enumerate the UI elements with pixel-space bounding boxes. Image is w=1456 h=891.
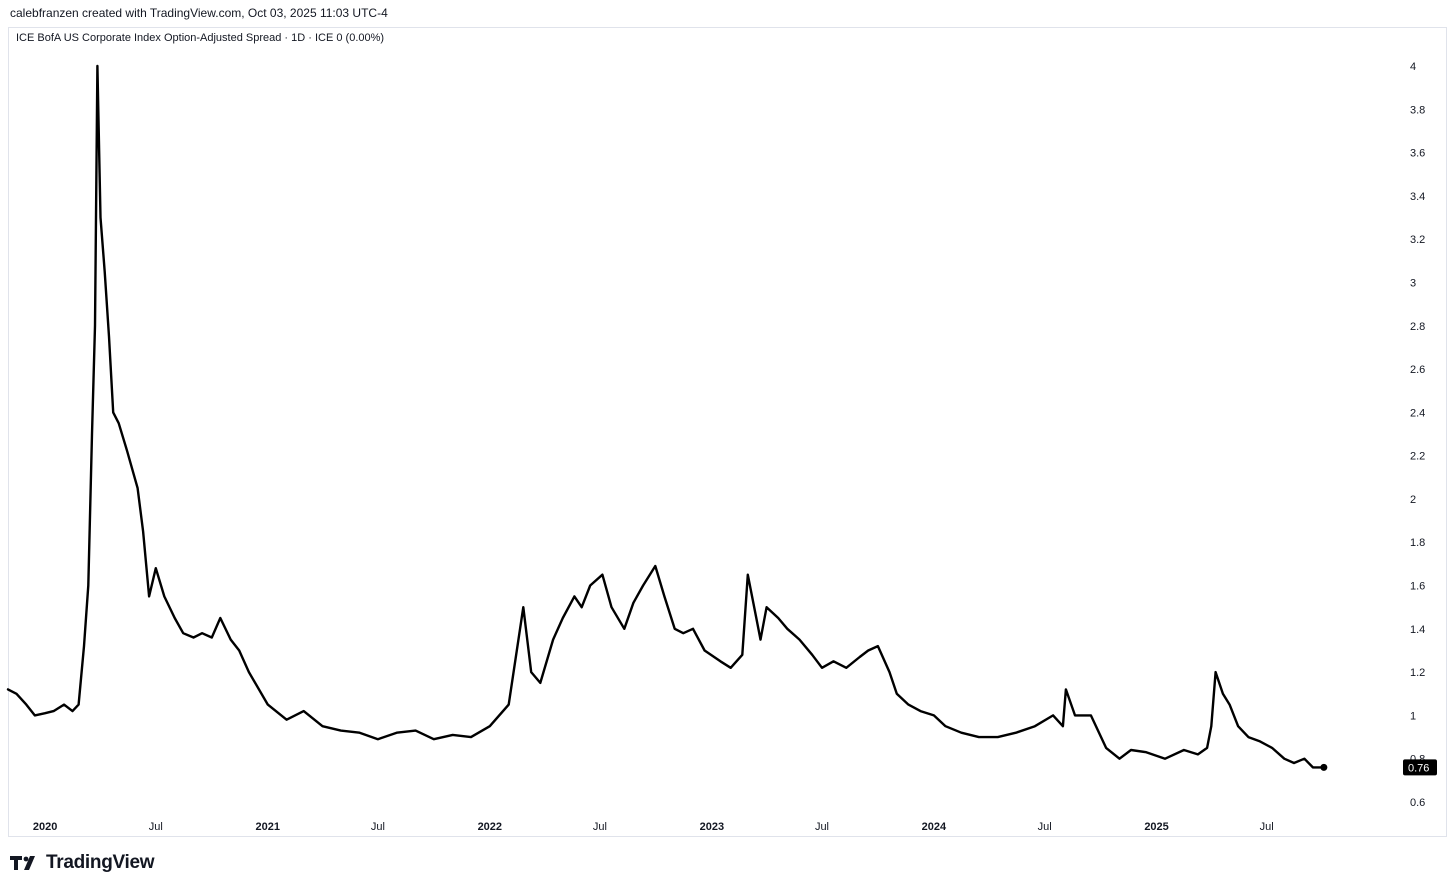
last-price-label[interactable]: 0.76	[1403, 759, 1437, 776]
y-tick-label: 1.6	[1410, 581, 1425, 593]
y-tick-label: 2.8	[1410, 321, 1425, 333]
y-tick-label: 2.2	[1410, 451, 1425, 463]
last-price-label-bg	[1403, 759, 1437, 776]
y-tick-label: 0.6	[1410, 797, 1425, 809]
x-tick-label: 2022	[478, 821, 502, 833]
x-tick-label: Jul	[371, 821, 385, 833]
x-tick-label: 2024	[922, 821, 947, 833]
x-tick-label: Jul	[149, 821, 163, 833]
y-axis[interactable]: 0.60.811.21.41.61.822.22.42.62.833.23.43…	[1410, 61, 1425, 809]
chart-frame[interactable]	[8, 27, 1447, 837]
chart-legend[interactable]: ICE BofA US Corporate Index Option-Adjus…	[16, 32, 385, 44]
y-tick-label: 3.4	[1410, 191, 1425, 203]
tradingview-logo-icon	[10, 856, 35, 870]
x-tick-label: Jul	[1038, 821, 1052, 833]
last-point-marker	[1320, 763, 1328, 771]
x-tick-label: Jul	[815, 821, 829, 833]
x-tick-label: 2023	[700, 821, 724, 833]
x-axis[interactable]: 2020 Jul 2021 Jul 2022 Jul 2023 Jul 2024 Jul 2025 J…	[33, 821, 1274, 833]
footer: TradingView	[10, 852, 155, 874]
header-attribution: calebfranzen created with TradingView.co…	[10, 6, 388, 20]
y-tick-label: 2.4	[1410, 407, 1425, 419]
y-tick-label: 3.6	[1410, 148, 1425, 160]
y-tick-label: 1	[1410, 710, 1416, 722]
y-tick-label: 2	[1410, 494, 1416, 506]
tradingview-brand: TradingView	[46, 852, 155, 873]
y-tick-label: 3	[1410, 277, 1416, 289]
series-line-oas	[6, 64, 1326, 769]
y-tick-label: 1.4	[1410, 624, 1425, 636]
x-tick-label: Jul	[1260, 821, 1274, 833]
y-tick-label: 2.6	[1410, 364, 1425, 376]
last-price-label-text: 0.76	[1408, 762, 1429, 774]
x-tick-label: 2020	[33, 821, 57, 833]
y-tick-label: 1.8	[1410, 537, 1425, 549]
y-tick-label: 3.2	[1410, 234, 1425, 246]
x-tick-label: Jul	[593, 821, 607, 833]
y-tick-label: 4	[1410, 61, 1416, 73]
y-tick-label: 1.2	[1410, 667, 1425, 679]
x-tick-label: 2021	[256, 821, 280, 833]
y-tick-label: 3.8	[1410, 104, 1425, 116]
x-tick-label: 2025	[1144, 821, 1168, 833]
